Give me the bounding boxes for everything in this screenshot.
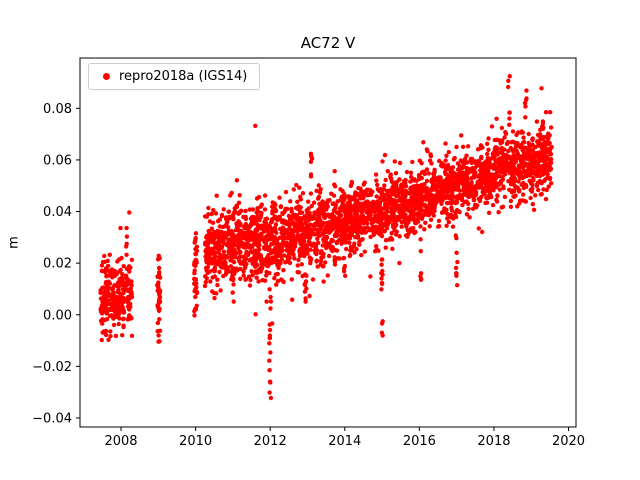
y-tick-label: 0.04 xyxy=(43,205,72,220)
y-tick-label: 0.06 xyxy=(43,153,72,168)
chart-title: AC72 V xyxy=(300,34,356,52)
y-tick-label: 0.00 xyxy=(43,308,72,323)
x-tick-label: 2008 xyxy=(104,434,137,449)
x-tick-label: 2020 xyxy=(552,434,585,449)
x-tick-label: 2010 xyxy=(179,434,212,449)
y-tick-label: 0.02 xyxy=(43,257,72,272)
y-axis-label: m xyxy=(6,236,22,249)
legend-label: repro2018a (IGS14) xyxy=(119,69,248,84)
y-tick-label: 0.08 xyxy=(43,102,72,117)
x-tick-label: 2018 xyxy=(477,434,510,449)
legend: repro2018a (IGS14) xyxy=(88,63,261,90)
x-tick-label: 2016 xyxy=(403,434,436,449)
y-tick-label: −0.04 xyxy=(32,411,72,426)
y-tick-label: −0.02 xyxy=(32,360,72,375)
legend-marker-icon xyxy=(103,73,110,80)
x-tick-label: 2014 xyxy=(328,434,361,449)
axes-frame xyxy=(79,57,577,428)
x-tick-label: 2012 xyxy=(254,434,287,449)
scatter-points xyxy=(98,74,554,401)
